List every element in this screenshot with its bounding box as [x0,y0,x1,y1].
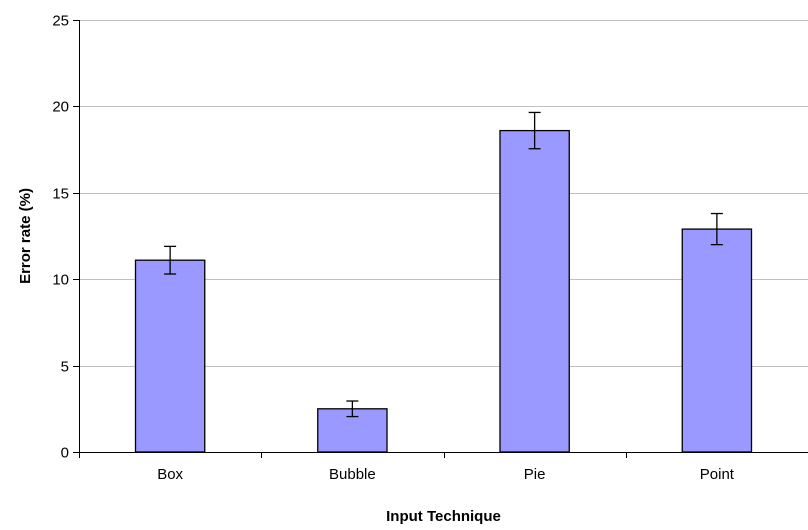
x-tick-label-pie: Pie [524,466,546,483]
y-tick-label-0: 0 [61,445,69,462]
y-tick-label-20: 20 [52,99,69,116]
x-axis-title: Input Technique [386,508,501,525]
y-tick-label-25: 25 [52,13,69,30]
y-axis-title: Error rate (%) [17,188,34,284]
bars [134,129,753,453]
bar-pie [499,129,570,453]
bar-point [681,228,753,453]
y-tick-label-15: 15 [52,186,69,203]
bar-box [134,259,206,453]
error-bars [164,111,723,418]
x-tick-label-point: Point [700,466,735,483]
x-tick-label-box: Box [157,466,183,483]
y-tick-label-10: 10 [52,272,69,289]
axes [73,20,808,458]
tick-labels: 0 5 10 15 20 25 Box Bubble Pie Point [52,13,734,484]
x-tick-label-bubble: Bubble [329,466,376,483]
y-tick-label-5: 5 [61,359,69,376]
